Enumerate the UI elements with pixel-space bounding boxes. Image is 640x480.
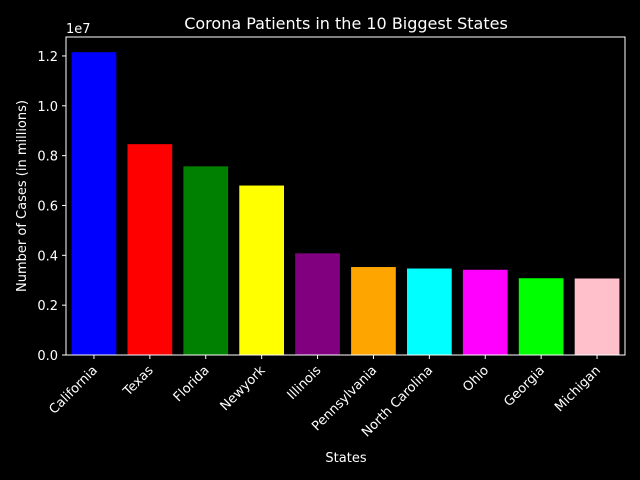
x-axis-label: States xyxy=(325,451,366,466)
x-tick-label: Ohio xyxy=(460,363,492,395)
x-axis-ticks: California Texas Florida Newyork IllinoisPen… xyxy=(47,355,604,440)
y-tick-label: 0.4 xyxy=(37,249,58,264)
y-tick-label: 0.2 xyxy=(37,299,58,314)
y-tick-label: 1.2 xyxy=(37,50,58,65)
bar-north-carolina xyxy=(406,268,452,355)
bars-group xyxy=(71,52,620,355)
bar-georgia xyxy=(518,278,564,355)
x-tick-label: Newyork xyxy=(218,363,269,414)
bar-ohio xyxy=(462,269,508,355)
bar-michigan xyxy=(574,278,620,355)
x-tick-label: Illinois xyxy=(285,363,325,403)
y-tick-label: 0.8 xyxy=(37,150,58,165)
x-tick-label: Georgia xyxy=(501,363,548,410)
bar-illinois xyxy=(295,253,340,355)
x-tick-label: California xyxy=(47,363,101,417)
y-tick-label: 1.0 xyxy=(37,100,58,115)
bar-florida xyxy=(183,166,229,355)
chart-title: Corona Patients in the 10 Biggest States xyxy=(184,14,508,33)
bar-newyork xyxy=(239,185,285,355)
y-axis-offset-text: 1e7 xyxy=(66,22,91,37)
plot-area-frame xyxy=(65,36,626,356)
bar-california xyxy=(71,52,117,355)
x-tick-label: Texas xyxy=(120,363,157,400)
y-axis-ticks: 0.0 0.2 0.4 0.6 0.8 1.0 1.2 xyxy=(37,50,66,364)
y-tick-label: 0.6 xyxy=(37,199,58,214)
y-tick-label: 0.0 xyxy=(37,349,58,364)
bar-pennsylvania xyxy=(351,267,396,355)
x-tick-label: Florida xyxy=(171,363,213,405)
x-tick-label: Michigan xyxy=(552,363,604,415)
bar-texas xyxy=(127,144,173,355)
y-axis-label: Number of Cases (in millions) xyxy=(15,100,30,292)
